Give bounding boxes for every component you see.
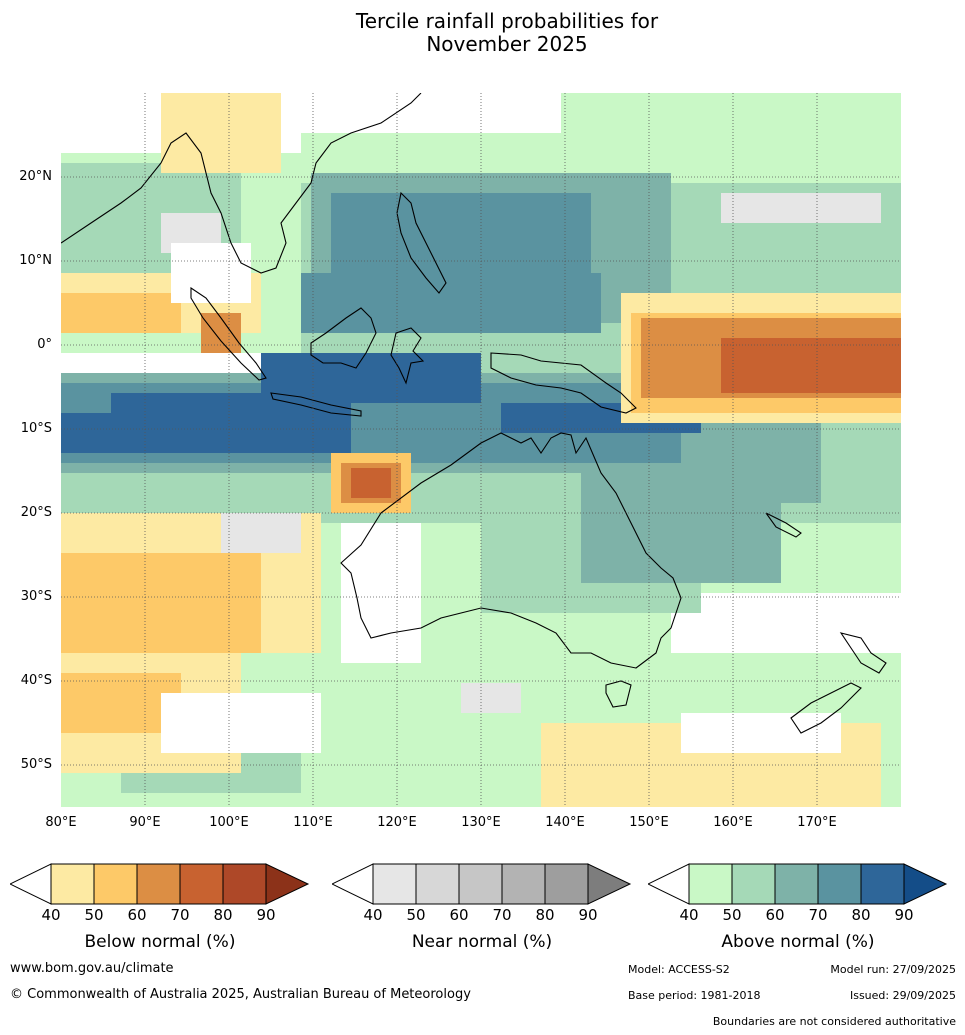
near-swatch-0 xyxy=(332,863,374,905)
lon-label-130e: 130°E xyxy=(461,815,501,830)
below-tick: 80 xyxy=(213,906,233,924)
below-tick: 70 xyxy=(170,906,190,924)
lon-label-80e: 80°E xyxy=(45,815,77,830)
new-zealand-north-coastline xyxy=(839,632,887,674)
title-line-1: Tercile rainfall probabilities for xyxy=(355,9,659,33)
near-swatch-4 xyxy=(501,863,546,905)
near-swatch-2 xyxy=(415,863,460,905)
new-zealand-south-coastline xyxy=(790,682,862,734)
lon-label-110e: 110°E xyxy=(293,815,333,830)
philippines-coastline xyxy=(396,191,447,294)
above-swatch-0 xyxy=(648,863,690,905)
lat-label-0: 0° xyxy=(37,337,52,352)
rainfall-probability-map xyxy=(61,93,901,807)
below-swatch-5 xyxy=(222,863,267,905)
lon-label-150e: 150°E xyxy=(629,815,669,830)
above-tick: 80 xyxy=(851,906,871,924)
boundaries-disclaimer: Boundaries are not considered authoritat… xyxy=(712,1015,956,1028)
lat-label-10n: 10°N xyxy=(19,253,52,268)
above-swatch-1 xyxy=(688,863,733,905)
below-swatch-6 xyxy=(265,863,310,905)
above-swatch-6 xyxy=(903,863,948,905)
below-swatch-2 xyxy=(93,863,138,905)
below-swatch-1 xyxy=(50,863,95,905)
lon-label-160e: 160°E xyxy=(713,815,753,830)
colorbar-below-label: Below normal (%) xyxy=(84,932,236,952)
australia-coastline xyxy=(340,432,682,669)
sulawesi-coastline xyxy=(390,327,425,385)
no-dominant-tercile-shading xyxy=(161,243,841,753)
near-tick: 90 xyxy=(578,906,598,924)
issued-text: Issued: 29/09/2025 xyxy=(849,989,956,1002)
title-line-2: November 2025 xyxy=(426,32,588,56)
above-swatch-2 xyxy=(731,863,776,905)
near-swatch-3 xyxy=(458,863,503,905)
map-title: Tercile rainfall probabilities for Novem… xyxy=(0,10,965,56)
graticule xyxy=(61,93,901,807)
lon-label-120e: 120°E xyxy=(377,815,417,830)
colorbar-near-normal xyxy=(332,863,632,905)
below-tick: 40 xyxy=(41,906,61,924)
below-swatch-0 xyxy=(10,863,52,905)
tasmania-coastline xyxy=(605,680,632,708)
colorbar-near-label: Near normal (%) xyxy=(411,932,553,952)
colorbar-above-normal xyxy=(648,863,948,905)
near-tick: 80 xyxy=(535,906,555,924)
below-swatch-4 xyxy=(179,863,224,905)
near-swatch-6 xyxy=(587,863,632,905)
above-tick: 90 xyxy=(894,906,914,924)
lat-label-20s: 20°S xyxy=(20,505,52,520)
near-swatch-5 xyxy=(544,863,589,905)
lon-label-90e: 90°E xyxy=(129,815,161,830)
lat-label-10s: 10°S xyxy=(20,421,52,436)
sumatra-coastline xyxy=(190,286,267,381)
above-swatch-3 xyxy=(774,863,819,905)
below-swatch-3 xyxy=(136,863,181,905)
above-tick: 50 xyxy=(722,906,742,924)
below-tick: 50 xyxy=(84,906,104,924)
lon-label-100e: 100°E xyxy=(209,815,249,830)
above-tick: 60 xyxy=(765,906,785,924)
above-tick: 40 xyxy=(679,906,699,924)
below-tick: 90 xyxy=(256,906,276,924)
below-normal-80-shading xyxy=(351,338,901,498)
near-swatch-1 xyxy=(372,863,417,905)
bom-url-link[interactable]: www.bom.gov.au/climate xyxy=(10,961,174,976)
above-swatch-4 xyxy=(817,863,862,905)
above-tick: 70 xyxy=(808,906,828,924)
near-tick: 40 xyxy=(363,906,383,924)
model-run-text: Model run: 27/09/2025 xyxy=(830,963,956,976)
near-tick: 60 xyxy=(449,906,469,924)
new-caledonia-coastline xyxy=(765,512,802,538)
java-coastline xyxy=(270,392,362,417)
lat-label-50s: 50°S xyxy=(20,757,52,772)
lon-label-170e: 170°E xyxy=(797,815,837,830)
map-canvas xyxy=(61,93,901,807)
base-period-text: Base period: 1981-2018 xyxy=(628,989,761,1002)
lon-label-140e: 140°E xyxy=(545,815,585,830)
near-tick: 50 xyxy=(406,906,426,924)
lat-label-30s: 30°S xyxy=(20,589,52,604)
borneo-coastline xyxy=(310,307,377,369)
new-guinea-coastline xyxy=(490,352,637,414)
copyright-text: © Commonwealth of Australia 2025, Austra… xyxy=(10,987,471,1002)
coastlines xyxy=(61,93,887,734)
lat-label-40s: 40°S xyxy=(20,673,52,688)
above-swatch-5 xyxy=(860,863,905,905)
colorbar-below-normal xyxy=(10,863,310,905)
above-normal-90-shading xyxy=(61,353,701,453)
lat-label-20n: 20°N xyxy=(19,169,52,184)
near-tick: 70 xyxy=(492,906,512,924)
model-text: Model: ACCESS-S2 xyxy=(628,963,730,976)
below-tick: 60 xyxy=(127,906,147,924)
colorbar-above-label: Above normal (%) xyxy=(721,932,875,952)
mainland-asia-coastline xyxy=(61,93,422,274)
